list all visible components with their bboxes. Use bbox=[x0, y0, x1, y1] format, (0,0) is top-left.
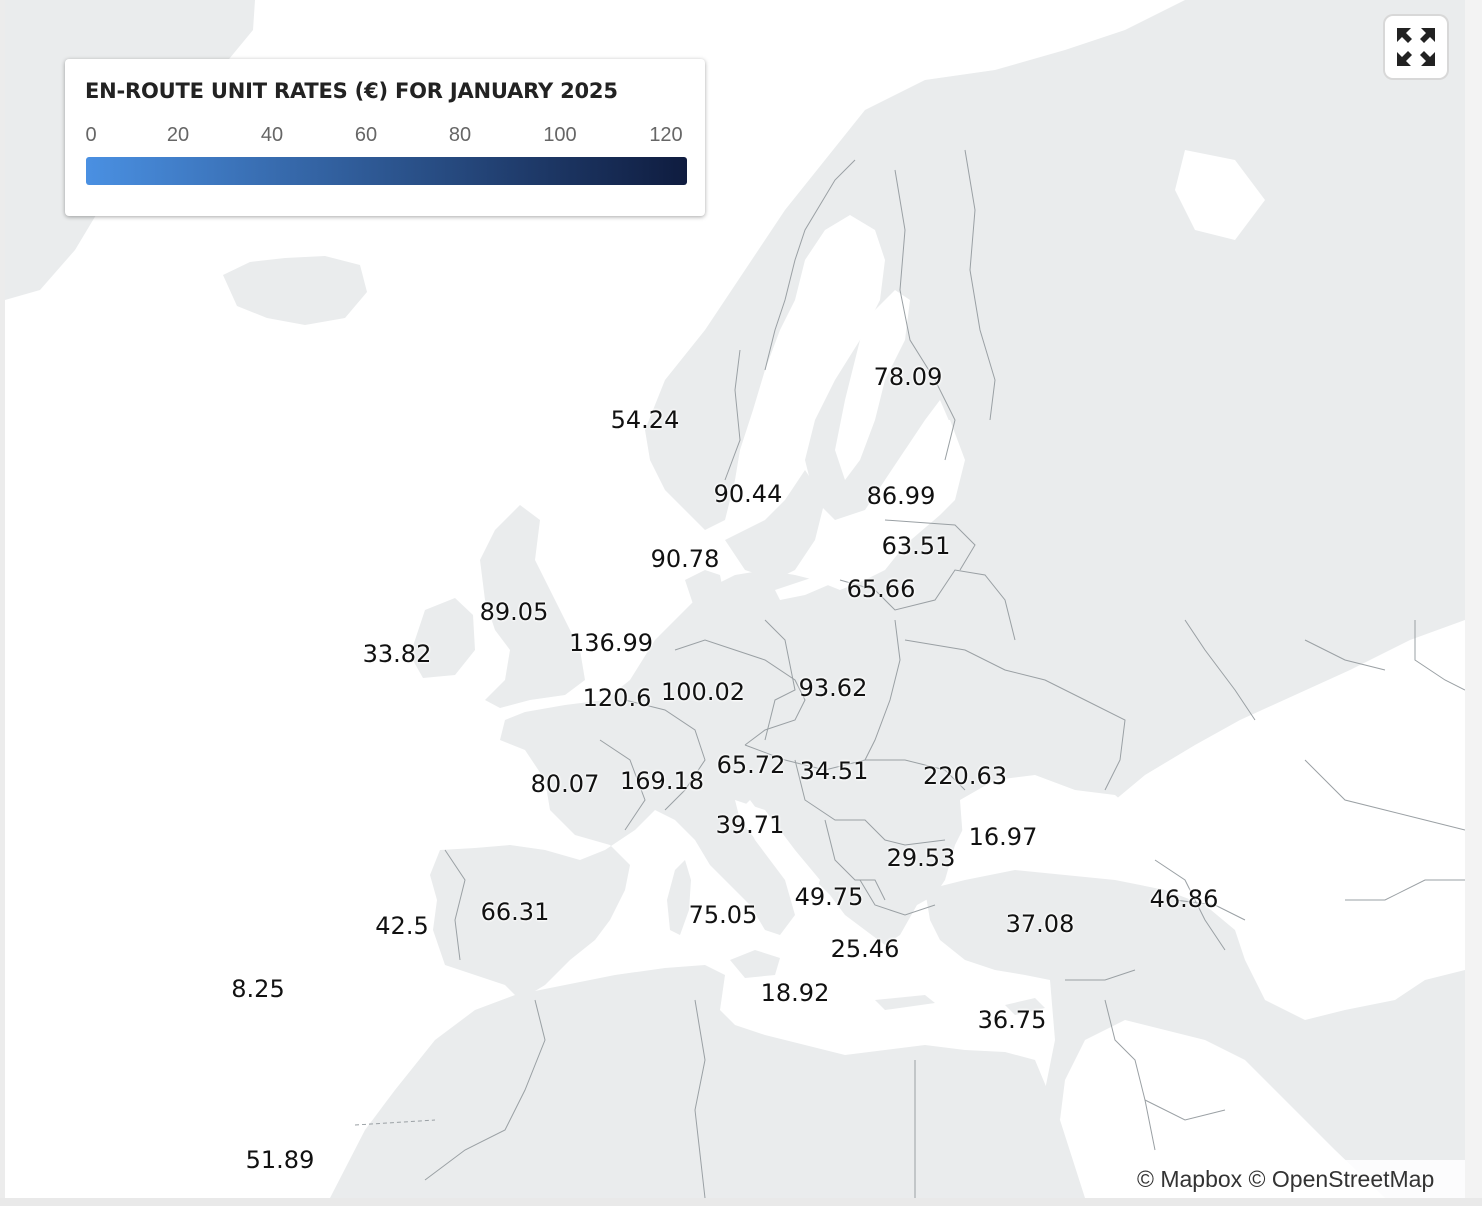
rate-label: 39.71 bbox=[715, 811, 785, 839]
legend-panel: EN-ROUTE UNIT RATES (€) FOR JANUARY 2025… bbox=[65, 59, 705, 216]
rate-label: 136.99 bbox=[569, 629, 653, 657]
fullscreen-button[interactable] bbox=[1385, 16, 1447, 78]
map-canvas[interactable]: 78.09 54.24 90.44 86.99 63.51 90.78 65.6… bbox=[5, 0, 1465, 1198]
legend-tick: 40 bbox=[260, 124, 284, 146]
page-edge bbox=[1465, 0, 1482, 1206]
page-edge bbox=[0, 0, 5, 1206]
rate-label: 8.25 bbox=[231, 975, 285, 1003]
rate-label: 120.6 bbox=[582, 684, 652, 712]
fullscreen-expand-icon bbox=[1397, 28, 1435, 66]
rate-label: 75.05 bbox=[688, 901, 758, 929]
rate-label: 78.09 bbox=[873, 363, 943, 391]
rate-label: 89.05 bbox=[479, 598, 549, 626]
page-edge bbox=[0, 1198, 1482, 1206]
rate-label: 90.78 bbox=[650, 545, 720, 573]
rate-label: 93.62 bbox=[798, 674, 868, 702]
rate-label: 49.75 bbox=[794, 883, 864, 911]
rate-label: 65.72 bbox=[716, 751, 786, 779]
rate-label: 54.24 bbox=[610, 406, 680, 434]
basemap bbox=[5, 0, 1465, 1198]
rate-label: 90.44 bbox=[713, 480, 783, 508]
rate-label: 16.97 bbox=[968, 823, 1038, 851]
legend-title: EN-ROUTE UNIT RATES (€) FOR JANUARY 2025 bbox=[85, 79, 618, 103]
rate-label: 42.5 bbox=[375, 912, 429, 940]
rate-label: 37.08 bbox=[1005, 910, 1075, 938]
legend-tick: 0 bbox=[85, 124, 97, 146]
rate-label: 66.31 bbox=[480, 898, 550, 926]
rate-label: 63.51 bbox=[881, 532, 951, 560]
legend-tick: 120 bbox=[649, 124, 683, 146]
rate-label: 36.75 bbox=[977, 1006, 1047, 1034]
legend-tick: 60 bbox=[354, 124, 378, 146]
rate-label: 46.86 bbox=[1149, 885, 1219, 913]
rate-label: 18.92 bbox=[760, 979, 830, 1007]
map-attribution[interactable]: © Mapbox © OpenStreetMap bbox=[1128, 1160, 1465, 1198]
rate-label: 100.02 bbox=[661, 678, 745, 706]
rate-label: 86.99 bbox=[866, 482, 936, 510]
rate-label: 169.18 bbox=[620, 767, 704, 795]
legend-color-scale bbox=[86, 157, 687, 185]
rate-label: 220.63 bbox=[923, 762, 1007, 790]
rate-label: 34.51 bbox=[799, 757, 869, 785]
rate-label: 25.46 bbox=[830, 935, 900, 963]
rate-label: 80.07 bbox=[530, 770, 600, 798]
rate-label: 51.89 bbox=[245, 1146, 315, 1174]
rate-label: 65.66 bbox=[846, 575, 916, 603]
legend-tick: 80 bbox=[448, 124, 472, 146]
rate-label: 33.82 bbox=[362, 640, 432, 668]
legend-tick: 100 bbox=[543, 124, 577, 146]
legend-tick: 20 bbox=[166, 124, 190, 146]
rate-label: 29.53 bbox=[886, 844, 956, 872]
